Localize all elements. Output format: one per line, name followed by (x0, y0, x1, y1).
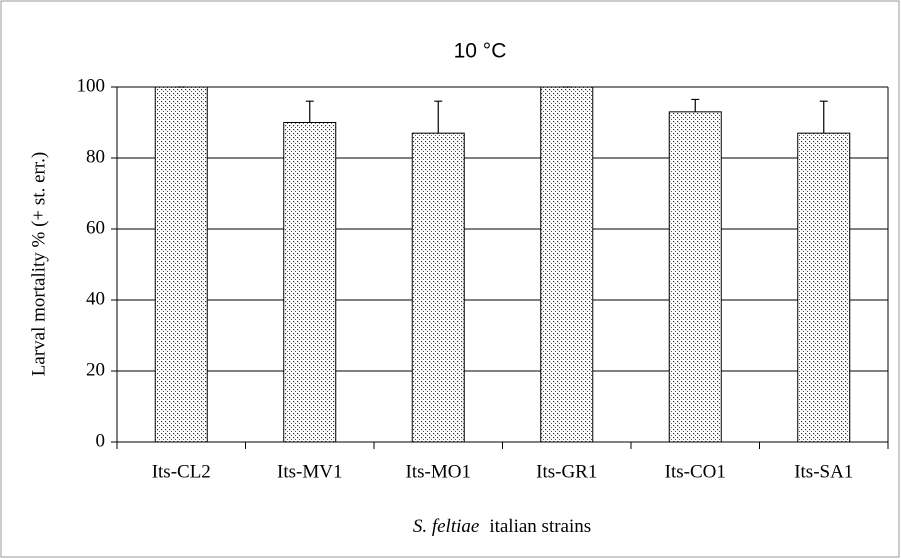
bar (283, 122, 337, 443)
chart-title: 10 °C (454, 40, 507, 63)
y-tick-label: 80 (86, 146, 105, 167)
bar (797, 132, 851, 443)
y-tick-label: 100 (77, 75, 106, 96)
y-tick-label: 40 (86, 288, 105, 309)
x-tick-label: Its-CO1 (665, 461, 726, 482)
y-tick-label: 0 (96, 430, 106, 451)
x-axis-label: S. feltiae italian strains (413, 516, 591, 537)
error-bar (819, 100, 828, 134)
bar (668, 111, 722, 443)
x-tick-label: Its-MO1 (406, 461, 471, 482)
bar (540, 86, 594, 443)
x-tick-label: Its-SA1 (794, 461, 853, 482)
y-axis-label: Larval mortality % (+ st. err.) (28, 152, 49, 376)
x-axis-label-italic: S. feltiae (413, 516, 479, 537)
y-tick-label: 20 (86, 359, 105, 380)
bar (154, 86, 208, 443)
x-tick-label: Its-GR1 (536, 461, 597, 482)
bar (411, 132, 465, 443)
error-bar (691, 98, 700, 112)
x-tick-label: Its-CL2 (152, 461, 211, 482)
x-tick-label: Its-MV1 (277, 461, 342, 482)
error-bar (434, 100, 443, 134)
y-tick-label: 60 (86, 217, 105, 238)
error-bar (305, 100, 314, 123)
x-axis-label-rest: italian strains (489, 516, 591, 537)
